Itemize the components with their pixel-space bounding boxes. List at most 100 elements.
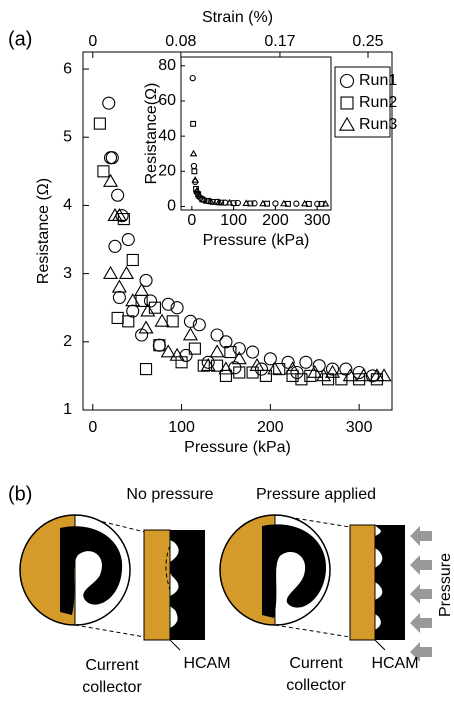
data-point: [232, 342, 246, 356]
data-point: [312, 359, 326, 373]
data-point: [108, 239, 122, 253]
data-point: [197, 359, 210, 372]
data-point: [219, 369, 233, 382]
data-point: [125, 293, 141, 307]
legend-box: [334, 66, 391, 138]
data-point: [191, 176, 200, 183]
data-point: [321, 199, 330, 207]
data-point: [166, 315, 179, 328]
y-tick-label: 1: [63, 401, 72, 418]
data-point: [102, 96, 116, 110]
data-point: [254, 362, 269, 376]
y-axis-label: Resistance(Ω): [143, 83, 160, 185]
diagram-label: Pressure: [437, 553, 454, 617]
diagram-label: Current: [289, 655, 343, 672]
data-point: [267, 361, 283, 375]
data-point: [117, 212, 130, 226]
data-point: [335, 373, 348, 386]
data-point: [169, 347, 185, 361]
data-point: [279, 199, 288, 207]
data-point: [342, 368, 358, 382]
data-point: [225, 198, 234, 206]
legend-marker: [339, 73, 355, 89]
data-point: [97, 165, 110, 178]
data-point: [161, 297, 175, 311]
data-point: [190, 120, 197, 127]
data-point: [224, 345, 237, 359]
data-point: [356, 368, 372, 382]
data-point: [304, 369, 317, 382]
panel-label: (a): [8, 28, 32, 50]
data-point: [219, 335, 233, 349]
y-tick-label: 80: [158, 57, 176, 74]
x-tick-label: 100: [220, 212, 247, 229]
data-point: [231, 351, 247, 365]
data-point: [154, 313, 170, 327]
diagram-label: collector: [286, 677, 346, 694]
data-point: [191, 168, 198, 175]
diagram-label: HCAM: [371, 655, 418, 672]
data-point: [284, 361, 301, 375]
y-tick-label: 40: [158, 127, 176, 144]
diagram-left: [19, 514, 205, 651]
legend-label: Run2: [359, 94, 397, 111]
data-point: [324, 364, 341, 378]
data-point: [210, 328, 224, 342]
x-axis-label: Pressure (kPa): [203, 232, 310, 249]
data-point: [111, 207, 127, 222]
y-tick-label: 60: [158, 92, 176, 109]
data-point: [140, 303, 156, 317]
y-tick-label: 5: [63, 128, 72, 145]
data-point: [189, 74, 196, 82]
data-point: [139, 273, 153, 287]
data-point: [112, 290, 126, 305]
data-point: [200, 357, 216, 372]
data-point: [281, 355, 295, 369]
data-point: [193, 186, 201, 194]
diagram-right: [219, 514, 432, 662]
y-tick-label: 0: [167, 198, 176, 215]
data-point: [122, 315, 135, 328]
data-point: [143, 294, 158, 308]
data-point: [199, 195, 208, 203]
data-point: [273, 363, 286, 376]
data-point: [102, 265, 119, 279]
data-point: [189, 149, 198, 157]
data-point: [249, 357, 265, 372]
data-point: [93, 117, 106, 130]
data-point: [233, 366, 246, 379]
data-point: [126, 304, 140, 318]
x2-tick-label: 0.25: [352, 33, 383, 50]
data-point: [209, 198, 216, 205]
diagram-label: No pressure: [126, 486, 213, 503]
data-point: [192, 318, 206, 332]
x-tick-label: 100: [168, 419, 195, 436]
legend-label: Run1: [359, 72, 397, 89]
y-tick-label: 4: [63, 197, 72, 214]
x2-tick-label: 0.17: [264, 33, 295, 50]
x2-axis-label: Strain (%): [202, 9, 273, 26]
legend-marker: [338, 116, 356, 131]
x-tick-label: 300: [346, 419, 373, 436]
x-axis-label: Pressure (kPa): [184, 439, 291, 456]
data-point: [188, 342, 201, 355]
diagram-label: Pressure applied: [256, 486, 376, 503]
y-axis-label: Resistance (Ω): [35, 178, 52, 284]
data-point: [376, 368, 392, 382]
data-point: [111, 188, 125, 202]
data-point: [325, 362, 340, 376]
x-tick-label: 200: [257, 419, 284, 436]
data-point: [307, 364, 323, 378]
data-point: [218, 361, 234, 375]
diagram-label: Current: [85, 657, 139, 674]
data-point: [234, 199, 241, 207]
data-point: [295, 373, 308, 386]
data-point: [209, 344, 225, 358]
data-point: [139, 363, 153, 376]
data-point: [111, 279, 127, 293]
data-point: [105, 151, 119, 165]
x-tick-label: 0: [187, 212, 196, 229]
data-point: [299, 355, 313, 369]
y-tick-label: 20: [158, 163, 176, 180]
